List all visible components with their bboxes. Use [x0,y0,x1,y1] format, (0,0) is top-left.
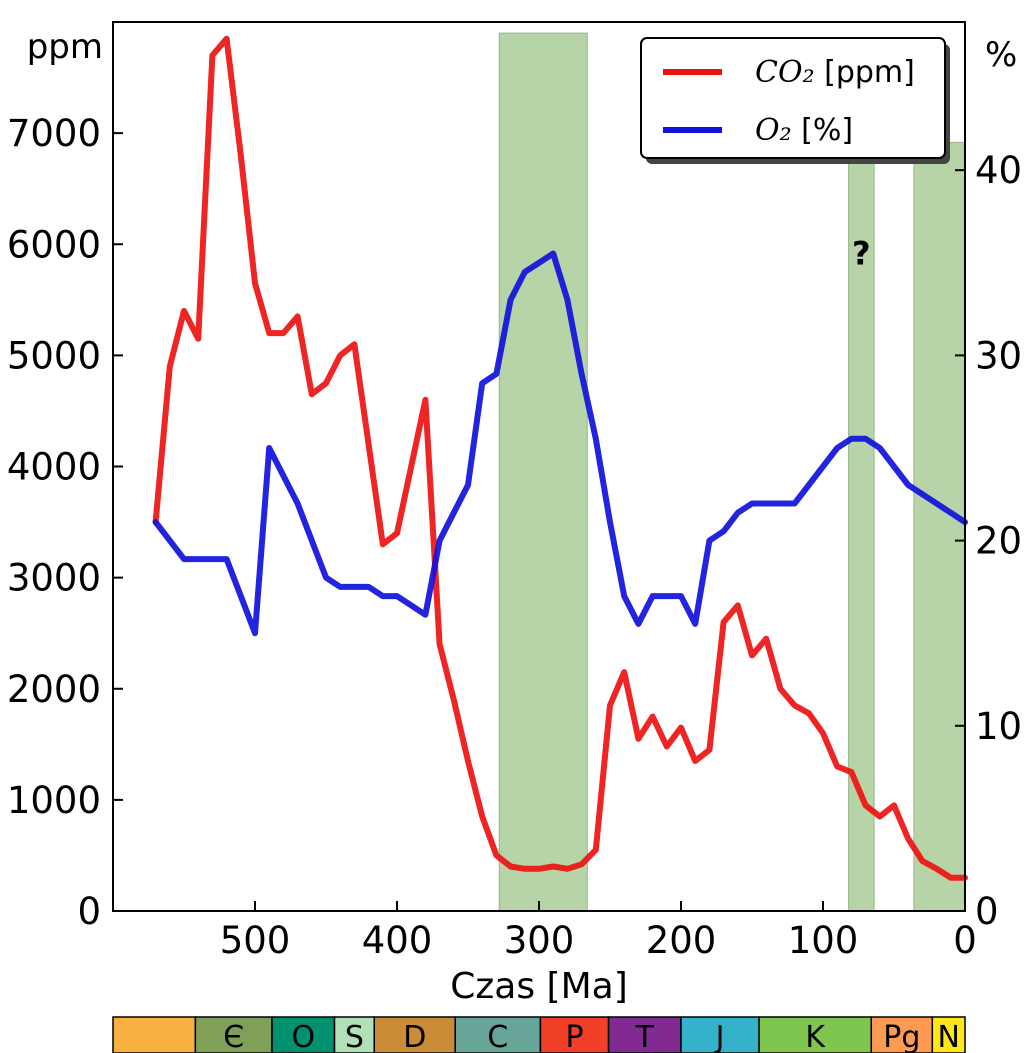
right-tick-label: 40 [975,149,1022,192]
left-tick-label: 3000 [7,557,101,600]
legend-label-o2: O₂ [%] [755,113,853,148]
x-tick-label: 300 [504,919,575,962]
period-cell [607,1016,682,1053]
left-tick-label: 1000 [7,779,101,822]
period-label: J [714,1020,725,1053]
period-cell [454,1016,542,1053]
geologic-period-bar: Є O S D C P T J K Pg N [112,1016,966,1053]
period-label: P [565,1020,583,1053]
period-cell [271,1016,336,1053]
left-tick-label: 0 [77,890,101,933]
left-tick-label: 2000 [7,668,101,711]
period-label: S [345,1020,364,1053]
legend: CO₂ [ppm] O₂ [%] [640,37,950,164]
period-label: T [635,1020,655,1053]
left-tick-label: 5000 [7,334,101,377]
right-tick-label: 10 [975,705,1022,748]
period-cell [194,1016,273,1053]
x-tick-label: 400 [362,919,433,962]
x-tick-label: 200 [646,919,717,962]
x-tick-label: 100 [788,919,859,962]
period-label: D [403,1020,426,1053]
period-label: C [487,1020,508,1053]
period-label: Pg [883,1020,920,1053]
x-tick-label: 0 [953,919,977,962]
period-label: Є [223,1020,244,1053]
series-line-co2 [152,35,968,881]
x-axis-label: Czas [Ma] [450,966,628,1007]
series-line-o2 [152,250,968,637]
shaded-band-2 [913,141,966,912]
left-tick-label: 4000 [7,446,101,489]
period-label: O [291,1020,315,1053]
period-label: N [937,1020,959,1053]
right-tick-label: 30 [975,334,1022,377]
x-tick-label: 500 [220,919,291,962]
period-cell [931,1016,966,1053]
right-axis-unit: % [985,35,1017,75]
shaded-band-0 [498,32,588,912]
right-tick-label: 20 [975,520,1022,563]
legend-label-co2: CO₂ [ppm] [755,55,915,90]
right-tick-label: 0 [975,890,999,933]
left-tick-label: 7000 [7,112,101,155]
period-label: K [805,1020,826,1053]
period-cell [112,1016,197,1053]
left-axis-unit: ppm [27,27,103,67]
band-note-1: ? [852,234,871,272]
axes: 01000200030004000500060007000ppm01020304… [7,21,1022,1007]
series-lines [152,35,968,881]
left-tick-label: 6000 [7,223,101,266]
